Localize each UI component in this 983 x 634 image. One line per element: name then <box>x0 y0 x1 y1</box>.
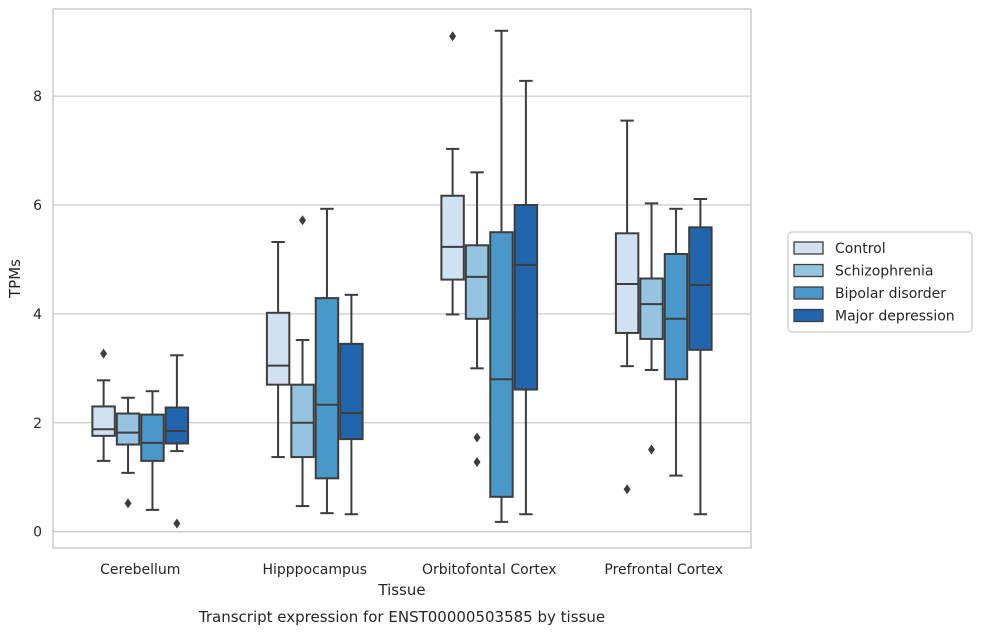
box <box>164 406 190 445</box>
box-group <box>140 390 165 511</box>
box <box>91 405 116 437</box>
box-group <box>440 31 465 316</box>
x-tick-label: Hipppocampus <box>262 562 367 578</box>
box-group <box>314 207 340 515</box>
y-tick-label: 0 <box>33 525 42 541</box>
outlier-point <box>473 432 481 443</box>
x-tick-label: Prefrontal Cortex <box>604 562 723 578</box>
y-tick-label: 4 <box>33 307 42 323</box>
box-group <box>91 348 116 462</box>
box-group <box>663 207 689 477</box>
box <box>688 226 713 351</box>
box <box>339 342 364 441</box>
box <box>140 413 165 462</box>
box <box>513 204 539 391</box>
x-tick-labels: Cerebellum Hipppocampus Orbitofontal Corte… <box>100 562 723 578</box>
y-tick-label: 8 <box>33 89 42 105</box>
x-tick-label: Orbitofontal Cortex <box>422 562 557 578</box>
box <box>464 244 490 320</box>
box-group <box>265 241 291 459</box>
box <box>639 277 664 340</box>
outlier-point <box>173 518 181 529</box>
box <box>314 297 340 480</box>
outlier-point <box>449 31 457 42</box>
legend-label: Bipolar disorder <box>835 286 946 302</box>
y-tick-label: 2 <box>33 416 42 432</box>
box-group <box>115 396 141 509</box>
box-group <box>639 202 664 455</box>
legend-label: Major depression <box>835 309 955 325</box>
plot-area <box>52 8 752 549</box>
outlier-point <box>100 348 108 359</box>
box <box>265 311 291 386</box>
box <box>663 253 689 381</box>
outlier-point <box>623 484 631 495</box>
legend: Control Schizophrenia Bipolar disorder Majo… <box>787 231 973 333</box>
box-group <box>290 215 315 508</box>
box <box>489 231 514 498</box>
box-group <box>339 293 364 516</box>
box-group <box>614 119 640 495</box>
box-group <box>513 79 539 516</box>
figure-caption: Transcript expression for ENST0000050358… <box>198 608 605 626</box>
legend-swatch <box>793 263 824 278</box>
legend-label: Control <box>835 241 886 257</box>
boxes <box>91 29 713 529</box>
y-tick-label: 6 <box>33 198 42 214</box>
y-axis-title: TPMs <box>6 259 24 299</box>
box-group <box>489 29 514 523</box>
legend-frame <box>787 231 973 333</box>
y-tick-labels: 0 2 4 6 8 <box>33 89 42 541</box>
box <box>290 383 315 459</box>
box-group <box>688 198 713 516</box>
legend-swatch <box>793 286 824 300</box>
legend-swatch <box>793 241 824 255</box>
outlier-point <box>124 498 132 509</box>
outlier-point <box>473 456 481 467</box>
legend-label: Schizophrenia <box>835 264 933 280</box>
outlier-point <box>299 215 307 226</box>
legend-swatch <box>793 308 824 323</box>
x-axis-title: Tissue <box>377 581 425 599</box>
box-group <box>164 354 190 529</box>
box <box>115 412 141 446</box>
box-group <box>464 171 490 467</box>
x-tick-label: Cerebellum <box>100 562 180 578</box>
outlier-point <box>648 444 656 455</box>
box <box>440 194 465 281</box>
